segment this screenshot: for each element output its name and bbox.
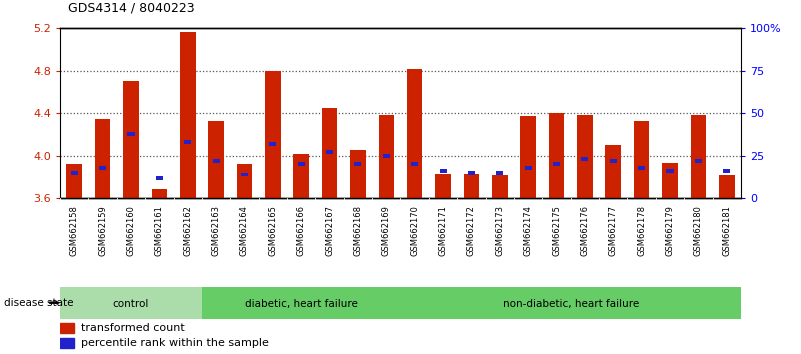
Bar [298, 162, 304, 166]
Bar [383, 154, 390, 158]
Bar [184, 140, 191, 144]
Bar [492, 175, 508, 198]
Bar [606, 145, 621, 198]
Text: GSM662170: GSM662170 [410, 205, 419, 256]
Bar [400, 287, 741, 319]
Text: GSM662164: GSM662164 [240, 205, 249, 256]
Bar [379, 115, 394, 198]
Text: disease state: disease state [4, 298, 74, 308]
Bar [236, 164, 252, 198]
Bar [208, 121, 224, 198]
Text: GSM662174: GSM662174 [524, 205, 533, 256]
Bar [123, 81, 139, 198]
Text: GSM662159: GSM662159 [99, 205, 107, 256]
Text: GSM662168: GSM662168 [353, 205, 362, 256]
Bar [354, 162, 361, 166]
Bar [497, 171, 503, 175]
Bar [60, 287, 202, 319]
Bar [350, 150, 366, 198]
Text: GSM662160: GSM662160 [127, 205, 135, 256]
Text: transformed count: transformed count [80, 323, 184, 333]
Text: GSM662177: GSM662177 [609, 205, 618, 256]
Bar [326, 150, 333, 154]
Bar [634, 121, 650, 198]
Text: GSM662161: GSM662161 [155, 205, 164, 256]
Text: GSM662181: GSM662181 [723, 205, 731, 256]
Bar [70, 171, 78, 175]
Bar [411, 162, 418, 166]
Bar [202, 287, 400, 319]
Bar [464, 174, 479, 198]
Bar [269, 142, 276, 146]
Bar [60, 338, 74, 348]
Bar [151, 189, 167, 198]
Bar [322, 108, 337, 198]
Bar [577, 115, 593, 198]
Bar [180, 32, 195, 198]
Bar [440, 169, 447, 173]
Bar [582, 157, 589, 161]
Text: GDS4314 / 8040223: GDS4314 / 8040223 [68, 1, 195, 14]
Text: GSM662171: GSM662171 [439, 205, 448, 256]
Bar [127, 132, 135, 136]
Text: GSM662162: GSM662162 [183, 205, 192, 256]
Bar [241, 173, 248, 176]
Text: GSM662165: GSM662165 [268, 205, 277, 256]
Text: control: control [113, 299, 149, 309]
Bar [610, 159, 617, 163]
Bar [666, 169, 674, 173]
Text: diabetic, heart failure: diabetic, heart failure [245, 299, 358, 309]
Text: GSM662172: GSM662172 [467, 205, 476, 256]
Text: GSM662176: GSM662176 [581, 205, 590, 256]
Bar [60, 323, 74, 333]
Bar [66, 164, 82, 198]
Text: non-diabetic, heart failure: non-diabetic, heart failure [502, 299, 639, 309]
Bar [95, 119, 111, 198]
Text: GSM662179: GSM662179 [666, 205, 674, 256]
Bar [690, 115, 706, 198]
Bar [723, 169, 731, 173]
Bar [521, 116, 536, 198]
Bar [156, 176, 163, 180]
Bar [525, 166, 532, 170]
Text: GSM662178: GSM662178 [637, 205, 646, 256]
Text: GSM662163: GSM662163 [211, 205, 220, 256]
Bar [549, 113, 565, 198]
Bar [99, 166, 107, 170]
Bar [694, 159, 702, 163]
Bar [553, 162, 560, 166]
Text: GSM662167: GSM662167 [325, 205, 334, 256]
Bar [212, 159, 219, 163]
Text: GSM662173: GSM662173 [495, 205, 505, 256]
Bar [638, 166, 645, 170]
Bar [435, 174, 451, 198]
Text: GSM662175: GSM662175 [552, 205, 561, 256]
Bar [265, 71, 280, 198]
Bar [407, 69, 422, 198]
Text: GSM662169: GSM662169 [382, 205, 391, 256]
Text: GSM662180: GSM662180 [694, 205, 702, 256]
Bar [468, 171, 475, 175]
Bar [719, 175, 735, 198]
Bar [293, 154, 309, 198]
Bar [662, 163, 678, 198]
Text: percentile rank within the sample: percentile rank within the sample [80, 338, 268, 348]
Text: GSM662166: GSM662166 [296, 205, 306, 256]
Text: GSM662158: GSM662158 [70, 205, 78, 256]
